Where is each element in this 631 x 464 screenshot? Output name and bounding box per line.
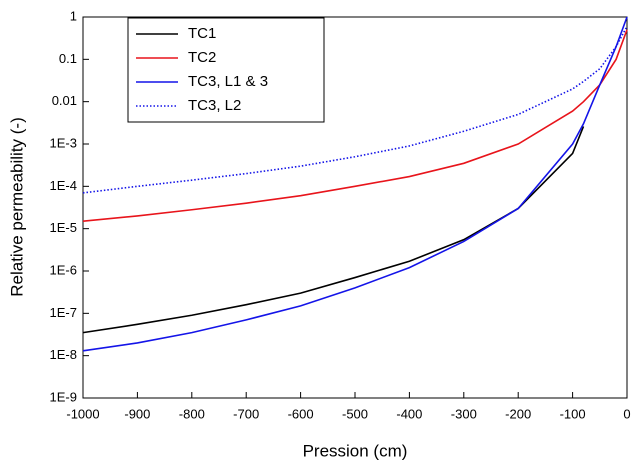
- y-tick-label: 1E-9: [50, 389, 77, 404]
- x-tick-label: -600: [288, 406, 314, 421]
- x-tick-label: -200: [505, 406, 531, 421]
- y-tick-label: 0.1: [59, 51, 77, 66]
- y-tick-label: 1E-5: [50, 220, 77, 235]
- series-line: [82, 16, 628, 352]
- y-tick-label: 1: [70, 8, 77, 23]
- y-tick-label: 0.01: [52, 93, 77, 108]
- y-tick-label: 1E-6: [50, 262, 77, 277]
- legend-label: TC2: [188, 49, 216, 66]
- x-tick-label: -1000: [66, 406, 99, 421]
- x-tick-label: -800: [179, 406, 205, 421]
- legend-label: TC3, L1 & 3: [188, 73, 268, 90]
- x-tick-label: -500: [342, 406, 368, 421]
- x-tick-label: -400: [396, 406, 422, 421]
- series-line: [82, 29, 628, 223]
- x-tick-label: -900: [124, 406, 150, 421]
- x-tick-label: -100: [560, 406, 586, 421]
- y-axis-title: Relative permeability (-): [7, 117, 26, 297]
- y-tick-label: 1E-7: [50, 305, 77, 320]
- x-tick-label: -700: [233, 406, 259, 421]
- legend-box: [127, 17, 325, 123]
- y-tick-label: 1E-8: [50, 347, 77, 362]
- series-line: [82, 26, 628, 194]
- legend-label: TC3, L2: [188, 97, 241, 114]
- series-line: [82, 126, 585, 334]
- legend-label: TC1: [188, 25, 216, 42]
- x-tick-label: 0: [623, 406, 630, 421]
- y-tick-label: 1E-4: [50, 178, 77, 193]
- y-tick-label: 1E-3: [50, 135, 77, 150]
- x-axis-title: Pression (cm): [303, 441, 408, 460]
- x-tick-label: -300: [451, 406, 477, 421]
